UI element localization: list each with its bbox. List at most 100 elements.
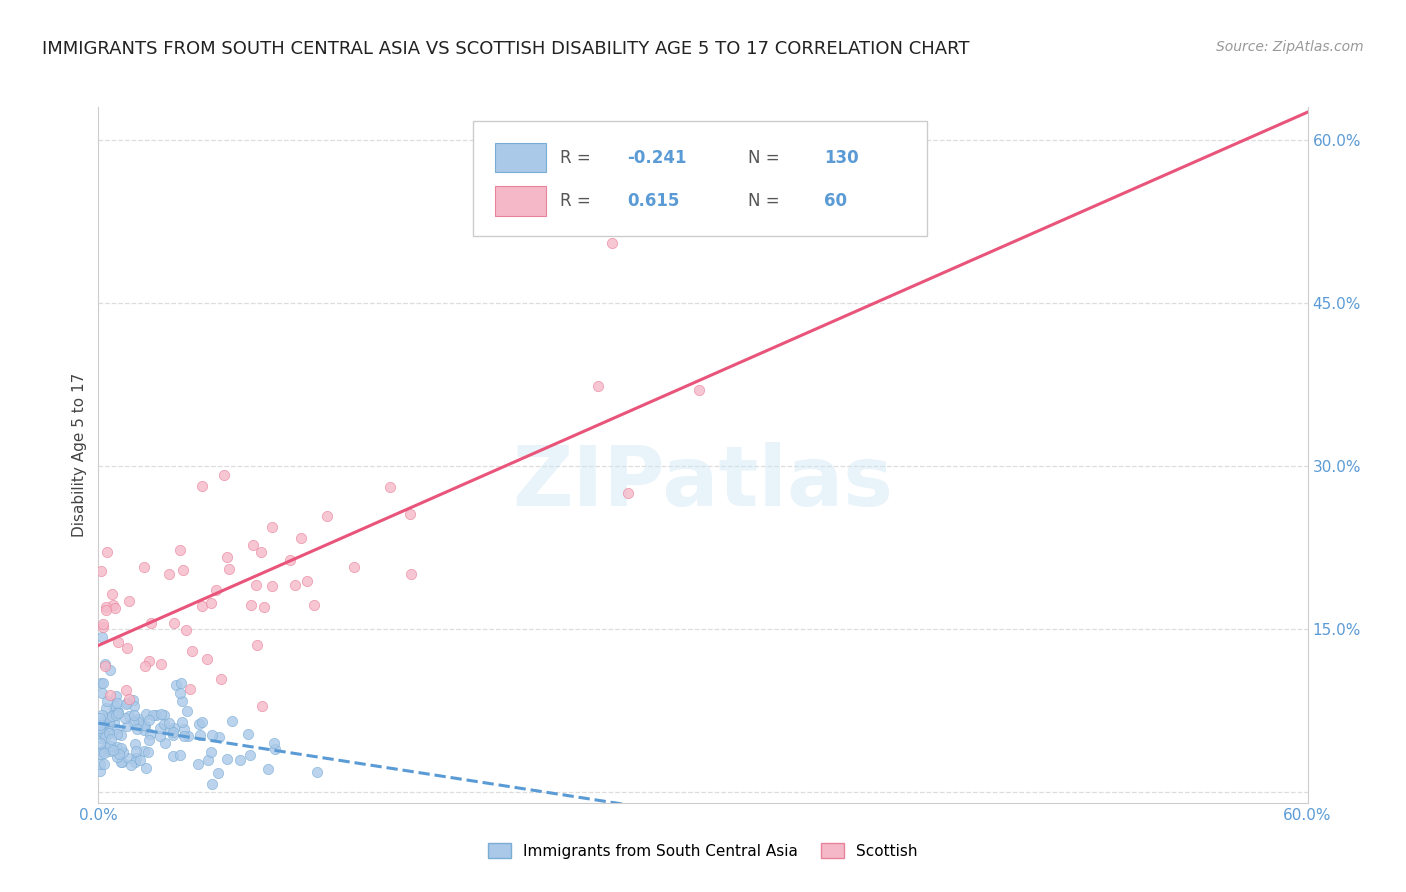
Point [97,726,120,740]
Point [120,758,142,772]
Point [157,567,180,582]
Point [169,543,191,558]
Point [173,722,195,736]
Point [104,698,127,713]
Point [209,672,232,686]
Point [170,694,193,708]
Point [153,735,176,749]
Point [283,577,305,591]
Point [105,723,128,737]
Point [127,712,149,726]
Point [280,553,302,567]
Point [125,751,148,765]
Point [127,714,149,729]
Point [115,696,138,710]
Point [103,703,125,717]
Point [150,707,173,722]
Point [141,616,163,631]
Point [170,676,193,690]
Point [200,597,222,611]
Point [135,706,157,721]
Point [197,651,219,665]
Point [142,708,165,723]
Point [201,728,224,742]
Point [215,752,238,766]
Point [90,744,112,758]
Point [173,729,195,743]
Point [98,739,121,754]
Point [94,731,117,745]
Point [212,468,235,483]
Point [201,777,224,791]
Point [197,753,219,767]
Point [246,638,269,652]
Point [191,479,214,493]
Point [138,654,160,668]
Point [153,708,176,723]
FancyBboxPatch shape [495,186,546,216]
Point [179,681,201,696]
Point [118,594,141,608]
Point [229,753,252,767]
Point [100,731,122,746]
Point [115,641,138,656]
Point [134,719,156,733]
Point [90,747,112,761]
Point [89,711,111,725]
Point [107,706,129,720]
Point [129,753,152,767]
Point [262,579,284,593]
Point [187,717,209,731]
Point [89,756,111,771]
Point [97,719,120,733]
Point [124,737,146,751]
Text: R =: R = [561,192,591,210]
Y-axis label: Disability Age 5 to 17: Disability Age 5 to 17 [72,373,87,537]
Point [118,692,141,706]
Point [295,574,318,589]
Point [97,714,120,728]
Point [94,741,117,756]
Point [157,716,180,731]
Point [316,508,339,523]
Point [242,538,264,552]
Point [104,704,127,718]
Point [177,729,200,743]
Point [135,761,157,775]
Point [250,545,273,559]
Text: Source: ZipAtlas.com: Source: ZipAtlas.com [1216,40,1364,54]
Text: ZIPatlas: ZIPatlas [513,442,893,524]
Point [105,750,128,764]
Point [149,721,172,735]
Point [125,744,148,758]
FancyBboxPatch shape [495,144,546,172]
Text: 60: 60 [824,192,846,210]
Point [97,725,120,739]
Point [132,723,155,737]
Point [200,745,222,759]
Point [105,727,128,741]
Point [110,741,132,756]
Point [401,566,423,581]
Point [94,603,117,617]
Point [110,755,132,769]
Point [93,757,115,772]
Point [90,731,112,745]
Point [89,736,111,750]
Point [162,749,184,764]
Point [114,710,136,724]
FancyBboxPatch shape [474,121,927,235]
Point [110,728,132,742]
Point [98,689,121,703]
Point [89,764,111,778]
Point [245,577,267,591]
Point [96,545,118,559]
Point [100,664,122,678]
Point [97,714,120,728]
Point [169,685,191,699]
Point [174,624,197,638]
Point [239,748,262,763]
Text: 130: 130 [824,149,859,167]
Point [250,699,273,714]
Point [138,727,160,741]
